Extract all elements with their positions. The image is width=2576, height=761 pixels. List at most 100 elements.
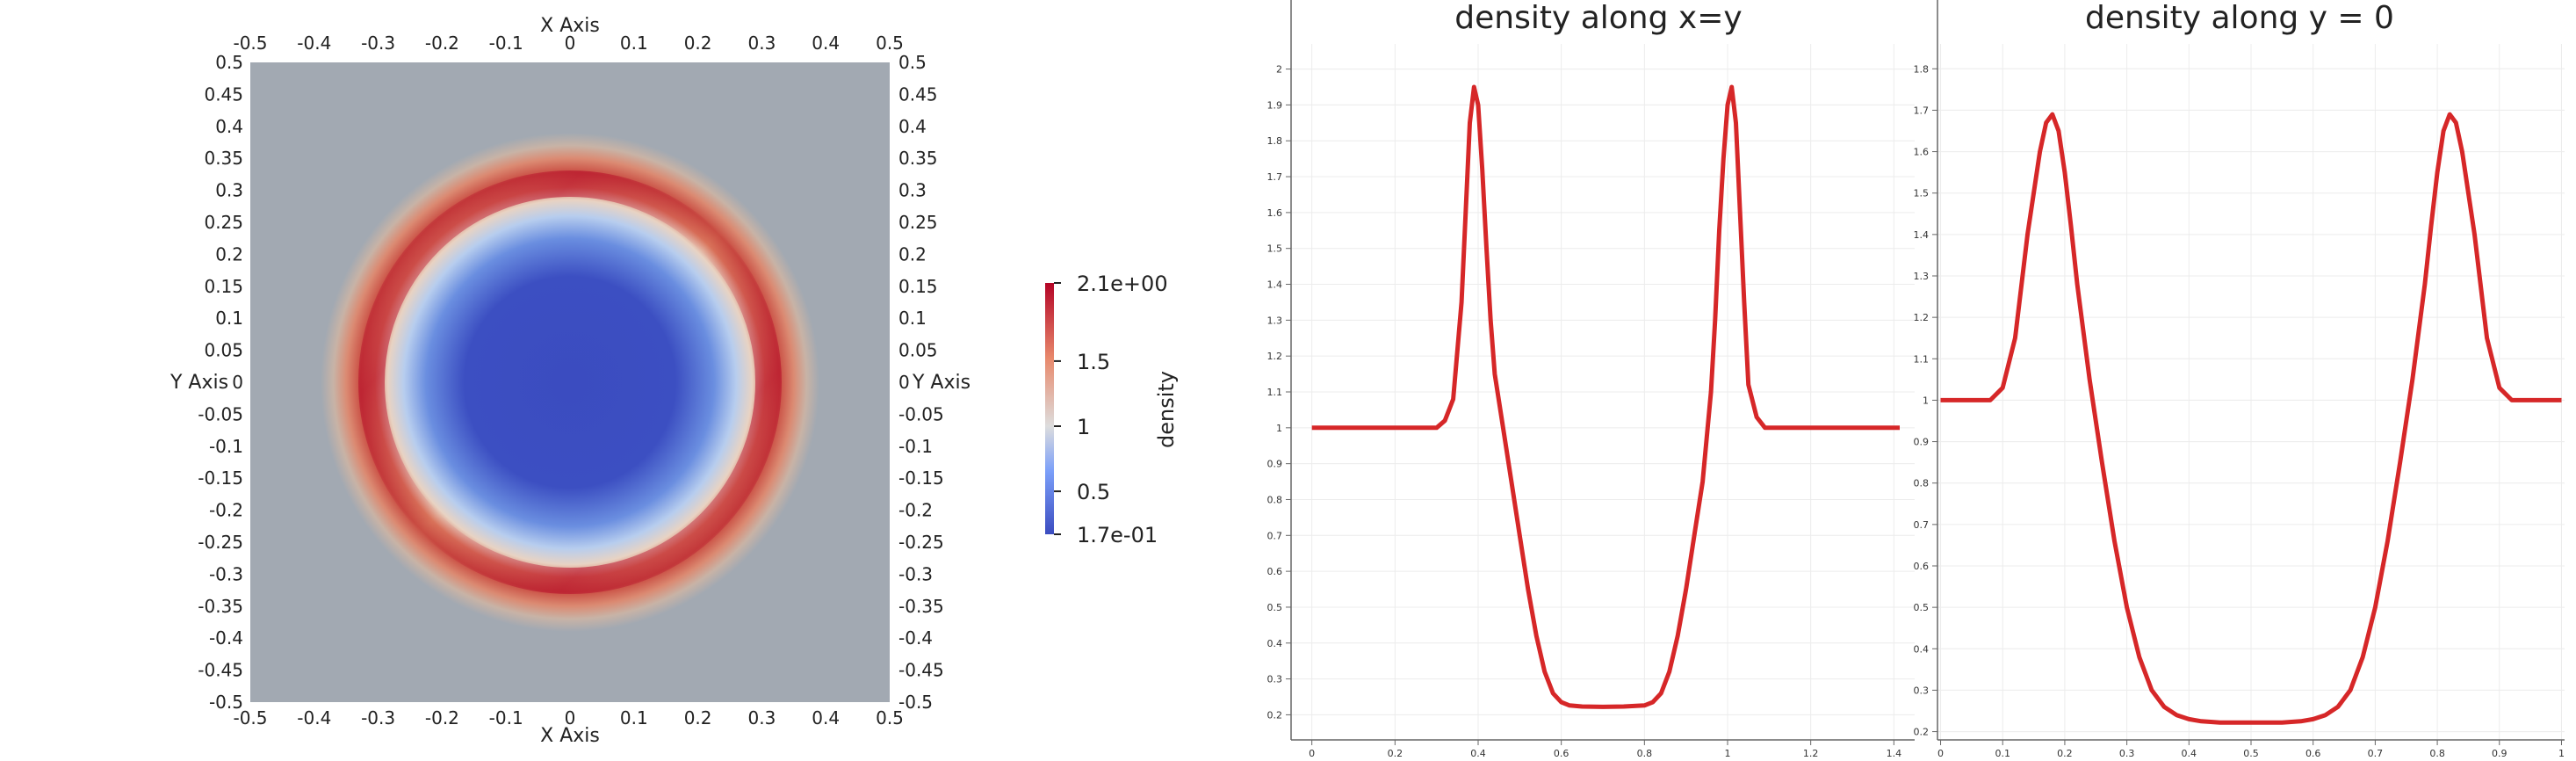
ticks-y-equals-0: 0.2 0.3 0.4 0.5 0.6 0.7 0.8 0.9 1 1.1 1.2 1.3 1.4 1.5… [1914, 63, 2565, 759]
x-tick-top-label: -0.5 [233, 33, 267, 54]
x-tick-bottom-label: -0.5 [233, 707, 267, 728]
y-tick-left-label: -0.4 [209, 627, 243, 649]
y-tick-left-label: 0.15 [204, 276, 243, 297]
x-tick-label: 1.2 [1803, 748, 1819, 759]
y-tick-right-label: -0.15 [898, 467, 944, 489]
density-along-y-equals-0-chart: density along y = 0 0.20.30.40.50.60.70.… [1914, 0, 2565, 759]
y-tick-left-label: 0.2 [215, 243, 243, 265]
y-axis-right-ticks: 0.5 0.45 0.4 0.35 0.3 0.25 0.2 0.15 0.1 0.05 0 -0.0… [898, 52, 944, 713]
y-tick-label: 1.3 [1267, 315, 1283, 326]
x-tick-bottom-label: 0 [565, 707, 576, 728]
x-tick-label: 0.7 [2368, 748, 2384, 759]
y-tick-right-label: 0.1 [898, 308, 927, 329]
y-tick-label: 0.3 [1914, 685, 1930, 696]
y-tick-left-label: 0.05 [204, 340, 243, 361]
y-tick-left-label: 0.3 [215, 180, 243, 201]
y-tick-left-label: 0.1 [215, 308, 243, 329]
ticks-x-equals-y: 0.2 0.3 0.4 0.5 0.6 0.7 0.8 0.9 1 1.1 1.2 1.3 1.4 1.5… [1267, 64, 1902, 759]
grid-y-equals-0 [1937, 44, 2565, 740]
y-tick-label: 0.6 [1267, 566, 1283, 577]
y-tick-label: 0.7 [1914, 519, 1930, 531]
x-tick-label: 1 [1725, 748, 1731, 759]
y-tick-label: 1.2 [1914, 312, 1930, 323]
x-tick-label: 0.8 [2429, 748, 2445, 759]
x-tick-bottom-label: 0.5 [876, 707, 904, 728]
x-tick-bottom-label: -0.4 [297, 707, 331, 728]
colorbar-label: density [1154, 371, 1179, 448]
y-tick-label: 0.9 [1914, 437, 1930, 448]
x-axis-title-bottom: X Axis [540, 725, 600, 747]
x-tick-label: 0.2 [2057, 748, 2073, 759]
x-tick-top-label: -0.3 [361, 33, 395, 54]
y-tick-label: 0.5 [1914, 602, 1930, 613]
y-tick-right-label: 0.05 [898, 340, 938, 361]
y-tick-left-label: 0 [232, 372, 243, 393]
grid-x-equals-y [1291, 44, 1915, 740]
x-tick-label: 1 [2558, 748, 2565, 759]
colorbar-gradient [1045, 283, 1054, 534]
y-tick-label: 1.8 [1267, 135, 1283, 147]
x-axis-bottom-ticks: -0.5 -0.4 -0.3 -0.2 -0.1 0 0.1 0.2 0.3 0.4 0.5 [233, 707, 903, 728]
y-tick-label: 1.8 [1914, 63, 1930, 75]
x-tick-bottom-label: -0.3 [361, 707, 395, 728]
y-tick-left-label: -0.35 [198, 596, 243, 617]
y-tick-right-label: 0.35 [898, 148, 938, 169]
y-tick-label: 0.3 [1267, 674, 1283, 685]
x-tick-top-label: 0 [565, 33, 576, 54]
y-tick-right-label: -0.05 [898, 403, 944, 424]
y-tick-left-label: -0.05 [198, 403, 243, 424]
y-tick-label: 0.2 [1914, 727, 1930, 738]
y-tick-label: 0.2 [1267, 709, 1283, 721]
density-heatmap-panel: -0.5 -0.4 -0.3 -0.2 -0.1 0 0.1 0.2 0.3 0.4 0.5 -0.… [170, 15, 1179, 747]
y-tick-label: 0.8 [1267, 494, 1283, 505]
x-tick-bottom-label: 0.2 [684, 707, 712, 728]
y-tick-right-label: 0 [898, 372, 910, 393]
y-tick-label: 1.1 [1267, 387, 1283, 398]
y-tick-right-label: -0.25 [898, 532, 944, 553]
y-tick-label: 1.3 [1914, 271, 1930, 282]
chart-title-x-equals-y: density along x=y [1454, 0, 1742, 36]
x-tick-label: 0.8 [1637, 748, 1653, 759]
y-tick-right-label: -0.4 [898, 627, 933, 649]
x-tick-top-label: 0.1 [620, 33, 648, 54]
x-tick-top-label: -0.2 [425, 33, 459, 54]
density-along-x-equals-y-chart: density along x=y 0.20.30.40.50.60.70.80… [1267, 0, 1915, 759]
y-tick-right-label: 0.5 [898, 52, 927, 73]
x-tick-label: 0.4 [1470, 748, 1486, 759]
heatmap-ring-highlight [358, 170, 782, 594]
colorbar-ticks: 2.1e+00 1.5 1 0.5 1.7e-01 [1054, 272, 1168, 547]
series-line-x-equals-y [1311, 84, 1900, 709]
y-tick-left-label: -0.2 [209, 500, 243, 521]
x-tick-label: 0.6 [2305, 748, 2321, 759]
y-tick-right-label: -0.2 [898, 500, 933, 521]
y-tick-left-label: 0.35 [204, 148, 243, 169]
x-tick-top-label: 0.2 [684, 33, 712, 54]
colorbar-tick-label: 1 [1077, 415, 1090, 439]
y-tick-label: 1 [1276, 423, 1282, 434]
y-tick-left-label: -0.25 [198, 532, 243, 553]
y-tick-label: 0.4 [1267, 638, 1283, 649]
y-axis-title-left: Y Axis [170, 372, 228, 394]
y-tick-right-label: -0.1 [898, 436, 933, 457]
y-tick-right-label: 0.2 [898, 243, 927, 265]
y-tick-label: 0.4 [1914, 643, 1930, 655]
x-tick-top-label: 0.4 [812, 33, 840, 54]
y-tick-right-label: -0.5 [898, 692, 933, 713]
y-tick-label: 0.5 [1267, 602, 1283, 613]
colorbar-tick-label: 1.7e-01 [1077, 523, 1158, 547]
y-tick-left-label: 0.25 [204, 212, 243, 233]
colorbar-tick-label: 1.5 [1077, 350, 1110, 374]
series-line-y-equals-0 [1940, 112, 2562, 725]
y-tick-right-label: 0.15 [898, 276, 938, 297]
x-tick-top-label: 0.3 [747, 33, 776, 54]
y-tick-left-label: -0.15 [198, 467, 243, 489]
y-tick-label: 1.4 [1267, 279, 1283, 291]
y-axis-title-right: Y Axis [912, 372, 971, 394]
y-tick-label: 1.6 [1267, 207, 1283, 219]
y-tick-label: 1.4 [1914, 229, 1930, 241]
colorbar: 2.1e+00 1.5 1 0.5 1.7e-01 density [1045, 272, 1179, 547]
y-tick-left-label: 0.5 [215, 52, 243, 73]
colorbar-tick-label: 2.1e+00 [1077, 272, 1168, 296]
heatmap-field [250, 62, 890, 702]
